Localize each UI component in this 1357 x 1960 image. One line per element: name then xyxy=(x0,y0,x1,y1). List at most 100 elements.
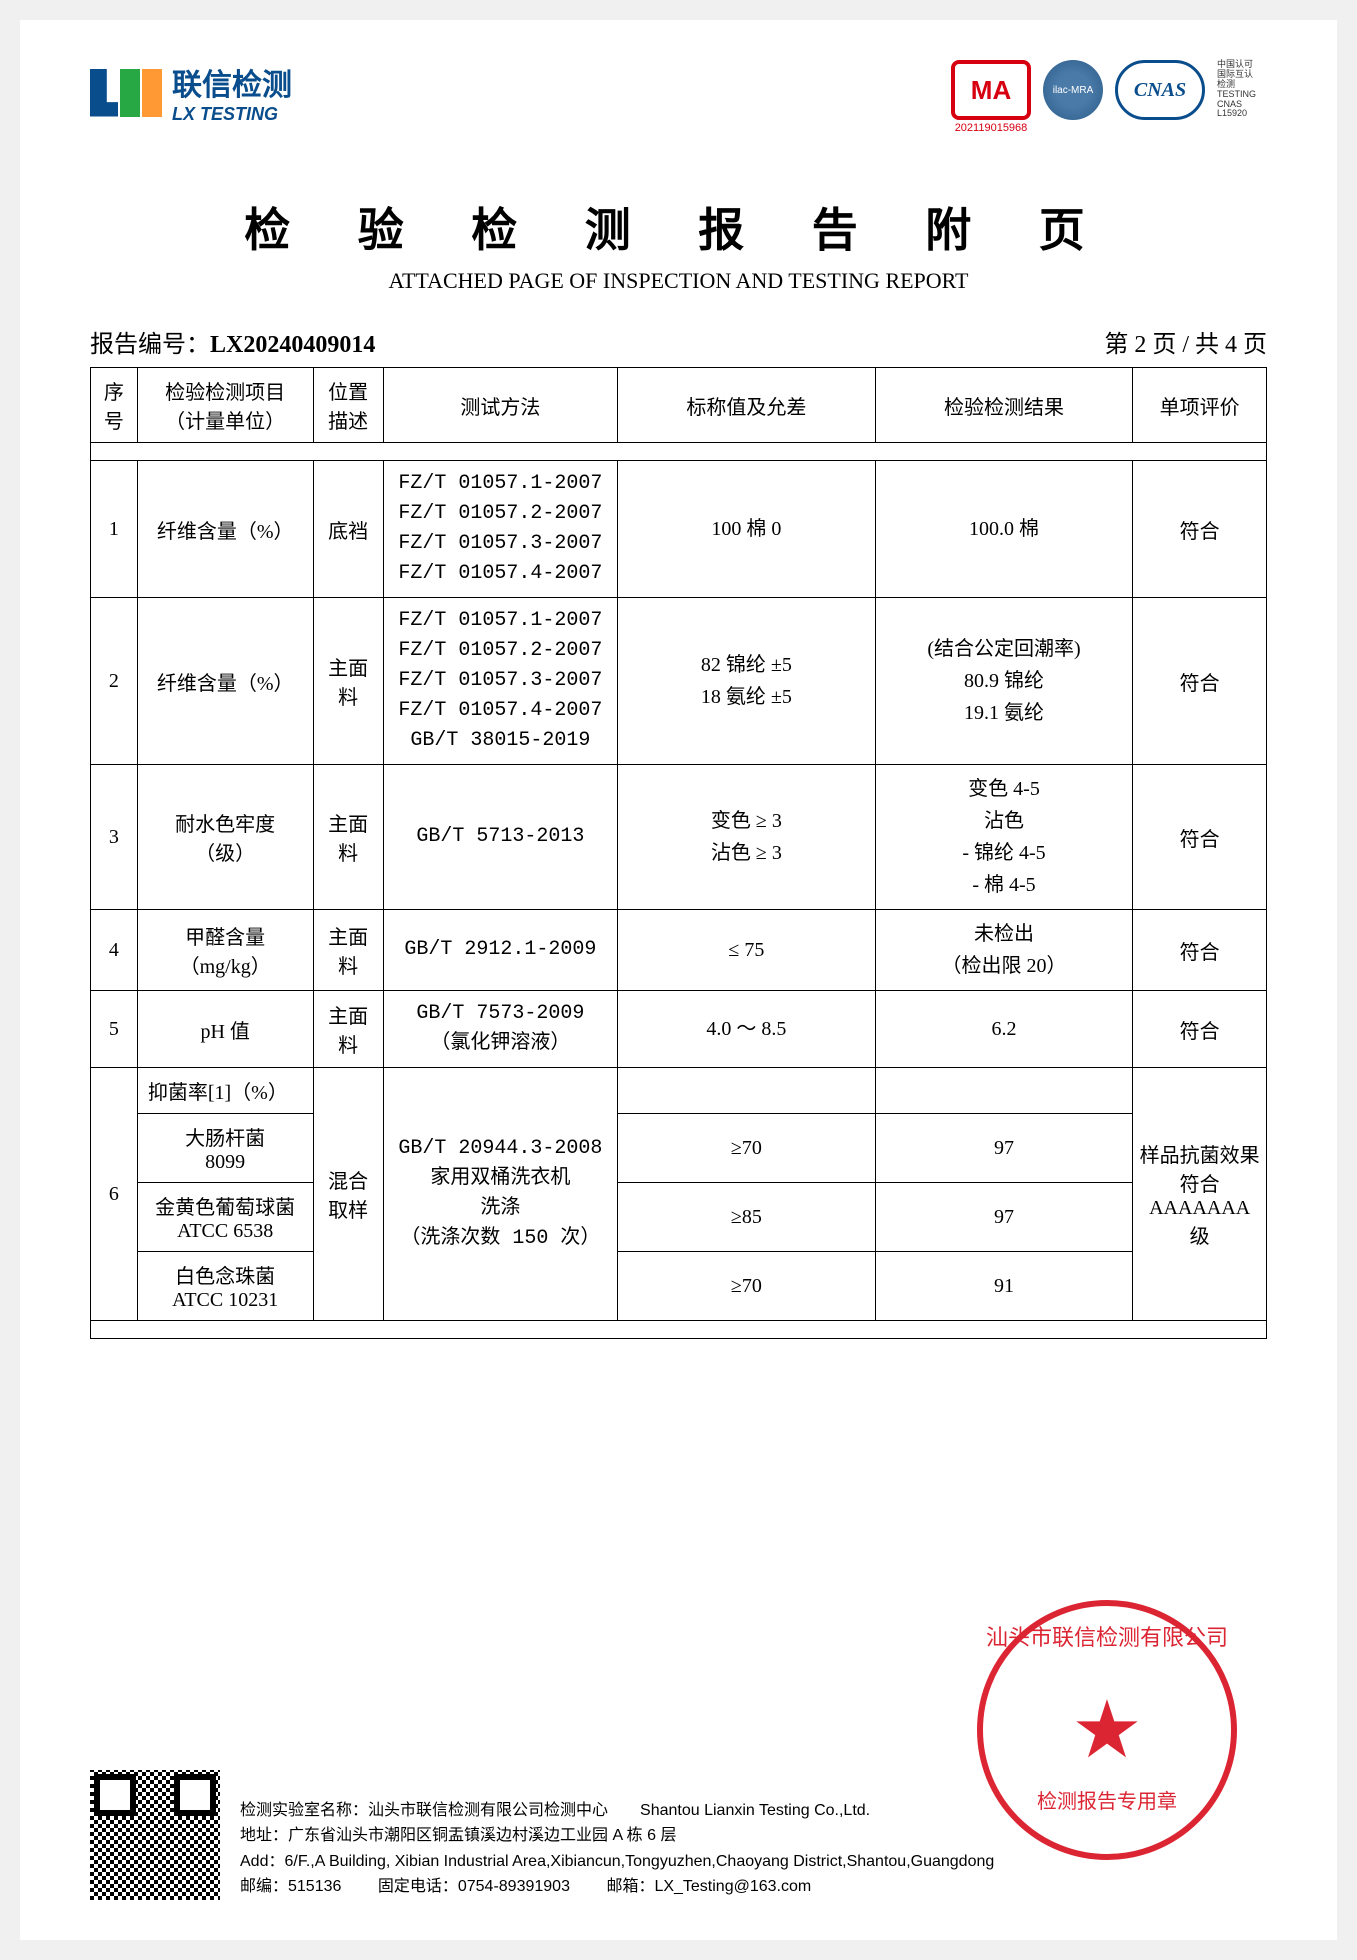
cell-result: 变色 4-5 沾色 - 锦纶 4-5 - 棉 4-5 xyxy=(875,765,1133,910)
table-row: 大肠杆菌 8099 ≥7097 xyxy=(91,1114,1267,1183)
table-row: 1纤维含量（%）底裆FZ/T 01057.1-2007 FZ/T 01057.2… xyxy=(91,461,1267,598)
report-info-bar: 报告编号：LX20240409014 第 2 页 / 共 4 页 xyxy=(90,324,1267,359)
cell-result: 未检出 （检出限 20） xyxy=(875,910,1133,991)
cell-nominal: ≥70 xyxy=(618,1252,876,1321)
results-table: 序号 检验检测项目 （计量单位） 位置描述 测试方法 标称值及允差 检验检测结果… xyxy=(90,367,1267,1339)
th-seq: 序号 xyxy=(91,368,138,443)
cert-ilac-icon: ilac-MRA xyxy=(1043,60,1103,120)
cert-ma-badge: MA 202119015968 xyxy=(951,60,1031,134)
report-title-en: ATTACHED PAGE OF INSPECTION AND TESTING … xyxy=(90,268,1267,294)
table-row: 金黄色葡萄球菌 ATCC 6538 ≥8597 xyxy=(91,1183,1267,1252)
logo-name-cn: 联信检测 xyxy=(172,60,292,104)
cell-result: 91 xyxy=(875,1252,1133,1321)
cell-eval: 符合 xyxy=(1133,598,1267,765)
cell-item: 耐水色牢度 （级） xyxy=(137,765,313,910)
cell-item: pH 值 xyxy=(137,991,313,1068)
cell-result: (结合公定回潮率) 80.9 锦纶 19.1 氨纶 xyxy=(875,598,1133,765)
cell-eval: 符合 xyxy=(1133,461,1267,598)
footer-lab-en: Shantou Lianxin Testing Co.,Ltd. xyxy=(640,1802,870,1819)
th-eval: 单项评价 xyxy=(1133,368,1267,443)
cell-item: 纤维含量（%） xyxy=(137,598,313,765)
cell-nominal: 变色 ≥ 3 沾色 ≥ 3 xyxy=(618,765,876,910)
cell-eval: 符合 xyxy=(1133,910,1267,991)
qr-code-icon xyxy=(90,1770,220,1900)
th-result: 检验检测结果 xyxy=(875,368,1133,443)
cell-pos: 混合取样 xyxy=(313,1068,383,1321)
report-number: LX20240409014 xyxy=(210,332,375,358)
cell-pos: 底裆 xyxy=(313,461,383,598)
cell-pos: 主面料 xyxy=(313,910,383,991)
cell-pos: 主面料 xyxy=(313,765,383,910)
table-row: 2纤维含量（%）主面料FZ/T 01057.1-2007 FZ/T 01057.… xyxy=(91,598,1267,765)
cell-nominal: ≤ 75 xyxy=(618,910,876,991)
spacer-row xyxy=(91,443,1267,461)
cell-result: 97 xyxy=(875,1114,1133,1183)
report-number-label: 报告编号： xyxy=(90,332,210,358)
th-item: 检验检测项目 （计量单位） xyxy=(137,368,313,443)
cell-result: 97 xyxy=(875,1183,1133,1252)
cell-result: 100.0 棉 xyxy=(875,461,1133,598)
footer-info: 检测实验室名称：汕头市联信检测有限公司检测中心 Shantou Lianxin … xyxy=(240,1798,1267,1900)
cell-seq: 2 xyxy=(91,598,138,765)
cell-nominal: 82 锦纶 ±5 18 氨纶 ±5 xyxy=(618,598,876,765)
cell-subitem: 金黄色葡萄球菌 ATCC 6538 xyxy=(137,1183,313,1252)
cell-method: GB/T 20944.3-2008 家用双桶洗衣机 洗涤 （洗涤次数 150 次… xyxy=(383,1068,617,1321)
title-section: 检 验 检 测 报 告 附 页 ATTACHED PAGE OF INSPECT… xyxy=(90,194,1267,294)
cell-method: FZ/T 01057.1-2007 FZ/T 01057.2-2007 FZ/T… xyxy=(383,598,617,765)
cell-result xyxy=(875,1068,1133,1114)
cell-subitem: 白色念珠菌 ATCC 10231 xyxy=(137,1252,313,1321)
cell-nominal: 100 棉 0 xyxy=(618,461,876,598)
cell-method: GB/T 2912.1-2009 xyxy=(383,910,617,991)
table-row: 3耐水色牢度 （级）主面料GB/T 5713-2013变色 ≥ 3 沾色 ≥ 3… xyxy=(91,765,1267,910)
cert-cnas-text: 中国认可 国际互认 检测 TESTING CNAS L15920 xyxy=(1217,60,1267,119)
cert-ma-icon: MA xyxy=(951,60,1031,120)
table-row: 4甲醛含量 （mg/kg）主面料GB/T 2912.1-2009≤ 75未检出 … xyxy=(91,910,1267,991)
footer-lab-cn: 检测实验室名称：汕头市联信检测有限公司检测中心 xyxy=(240,1802,608,1819)
report-page: 联信检测 LX TESTING MA 202119015968 ilac-MRA… xyxy=(20,20,1337,1940)
stamp-star-icon: ★ xyxy=(1071,1690,1143,1770)
table-row: 白色念珠菌 ATCC 10231 ≥7091 xyxy=(91,1252,1267,1321)
cell-eval: 符合 xyxy=(1133,991,1267,1068)
cell-nominal: ≥85 xyxy=(618,1183,876,1252)
certifications: MA 202119015968 ilac-MRA CNAS 中国认可 国际互认 … xyxy=(951,60,1267,134)
table-row: 6抑菌率[1]（%）混合取样GB/T 20944.3-2008 家用双桶洗衣机 … xyxy=(91,1068,1267,1114)
logo-name-en: LX TESTING xyxy=(172,104,292,125)
cell-result: 6.2 xyxy=(875,991,1133,1068)
cell-eval: 符合 xyxy=(1133,765,1267,910)
cell-subitem: 大肠杆菌 8099 xyxy=(137,1114,313,1183)
report-title-cn: 检 验 检 测 报 告 附 页 xyxy=(90,194,1267,260)
cell-eval: 样品抗菌效果符合AAAAAAA级 xyxy=(1133,1068,1267,1321)
th-method: 测试方法 xyxy=(383,368,617,443)
cell-seq: 4 xyxy=(91,910,138,991)
cert-ma-number: 202119015968 xyxy=(955,122,1028,134)
table-header-row: 序号 检验检测项目 （计量单位） 位置描述 测试方法 标称值及允差 检验检测结果… xyxy=(91,368,1267,443)
page-indicator: 第 2 页 / 共 4 页 xyxy=(1104,324,1267,359)
footer-addr-cn: 地址：广东省汕头市潮阳区铜盂镇溪边村溪边工业园 A 栋 6 层 xyxy=(240,1823,1267,1849)
cell-pos: 主面料 xyxy=(313,598,383,765)
cell-nominal: ≥70 xyxy=(618,1114,876,1183)
cell-seq: 1 xyxy=(91,461,138,598)
cell-item: 纤维含量（%） xyxy=(137,461,313,598)
cell-item: 甲醛含量 （mg/kg） xyxy=(137,910,313,991)
cell-nominal: 4.0 ～ 8.5 xyxy=(618,991,876,1068)
cell-pos: 主面料 xyxy=(313,991,383,1068)
table-row: 5pH 值主面料GB/T 7573-2009 （氯化钾溶液）4.0 ～ 8.56… xyxy=(91,991,1267,1068)
logo-mark xyxy=(90,69,162,117)
footer-addr-en: Add：6/F.,A Building, Xibian Industrial A… xyxy=(240,1849,1267,1875)
th-nominal: 标称值及允差 xyxy=(618,368,876,443)
cell-seq: 5 xyxy=(91,991,138,1068)
cell-method: GB/T 7573-2009 （氯化钾溶液） xyxy=(383,991,617,1068)
cell-item-header: 抑菌率[1]（%） xyxy=(137,1068,313,1114)
company-logo: 联信检测 LX TESTING xyxy=(90,60,292,125)
th-pos: 位置描述 xyxy=(313,368,383,443)
cert-cnas-icon: CNAS xyxy=(1115,60,1205,120)
footer: 检测实验室名称：汕头市联信检测有限公司检测中心 Shantou Lianxin … xyxy=(90,1770,1267,1900)
footer-tel: 固定电话：0754-89391903 xyxy=(378,1878,570,1895)
cell-seq: 3 xyxy=(91,765,138,910)
cell-nominal xyxy=(618,1068,876,1114)
cell-seq: 6 xyxy=(91,1068,138,1321)
footer-postcode: 邮编：515136 xyxy=(240,1878,341,1895)
spacer-row xyxy=(91,1321,1267,1339)
cell-method: GB/T 5713-2013 xyxy=(383,765,617,910)
stamp-company-text: 汕头市联信检测有限公司 xyxy=(983,1620,1231,1652)
